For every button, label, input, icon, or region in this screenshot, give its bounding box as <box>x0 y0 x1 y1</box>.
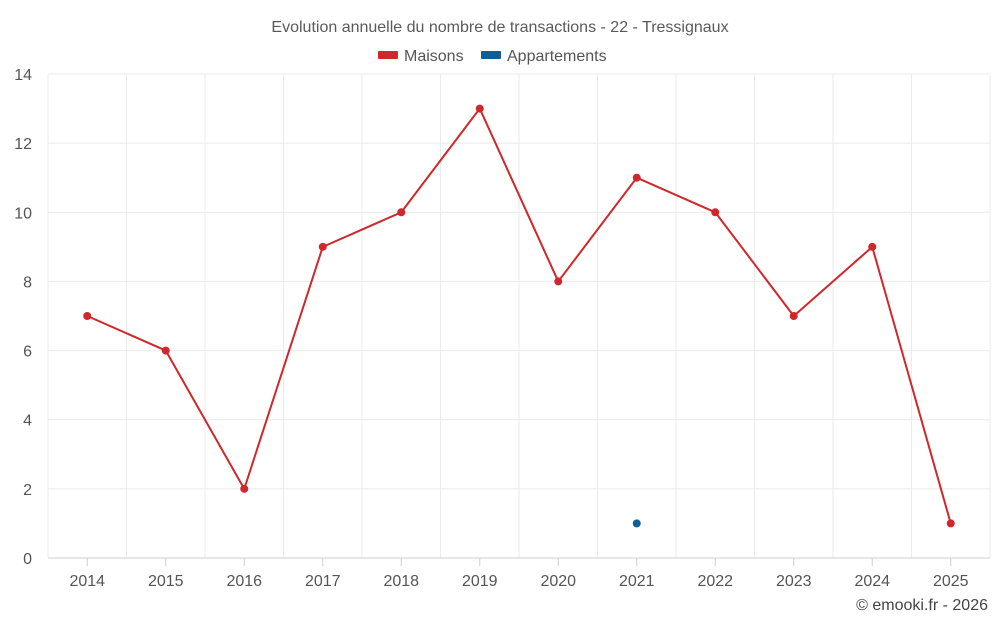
data-point-maisons[interactable] <box>475 104 484 113</box>
data-point-maisons[interactable] <box>711 208 720 217</box>
data-point-maisons[interactable] <box>946 519 955 528</box>
data-point-appartements[interactable] <box>632 519 641 528</box>
y-axis: 0 2 4 6 8 10 12 14 <box>14 67 32 568</box>
data-point-maisons[interactable] <box>240 484 249 493</box>
series-line-maisons <box>86 107 952 524</box>
legend-item-maisons[interactable]: Maisons <box>378 48 464 65</box>
y-tick-label: 8 <box>23 274 32 291</box>
x-tick-label: 2016 <box>226 573 262 590</box>
series <box>83 104 955 528</box>
y-tick-label: 10 <box>14 205 32 222</box>
legend: Maisons Appartements <box>378 48 607 65</box>
x-tick-label: 2023 <box>776 573 812 590</box>
y-tick-label: 12 <box>14 136 32 153</box>
legend-item-appartements[interactable]: Appartements <box>481 48 607 65</box>
data-point-maisons[interactable] <box>161 346 170 355</box>
y-tick-label: 4 <box>23 413 32 430</box>
x-tick-label: 2018 <box>383 573 419 590</box>
y-tick-label: 6 <box>23 344 32 361</box>
x-tick-label: 2015 <box>148 573 184 590</box>
y-tick-label: 14 <box>14 67 32 84</box>
x-axis: 2014 2015 2016 2017 2018 2019 2020 2021 2022 2023… <box>48 557 990 590</box>
data-point-maisons[interactable] <box>397 208 406 217</box>
legend-label-appartements: Appartements <box>507 48 607 65</box>
x-tick-label: 2022 <box>697 573 733 590</box>
legend-swatch-appartements <box>481 51 501 59</box>
data-point-maisons[interactable] <box>83 312 92 320</box>
x-tick-label: 2019 <box>462 573 498 590</box>
credit-text: © emooki.fr - 2026 <box>856 597 988 614</box>
legend-swatch-maisons <box>378 51 398 59</box>
data-point-maisons[interactable] <box>868 242 877 251</box>
data-point-maisons[interactable] <box>632 173 641 182</box>
series-appartements <box>632 519 641 528</box>
data-point-maisons[interactable] <box>318 242 327 251</box>
y-tick-label: 0 <box>23 551 32 568</box>
chart-title: Evolution annuelle du nombre de transact… <box>271 19 728 36</box>
data-point-maisons[interactable] <box>554 277 563 286</box>
x-tick-label: 2020 <box>540 573 576 590</box>
x-tick-label: 2014 <box>69 573 105 590</box>
y-tick-label: 2 <box>23 482 32 499</box>
x-tick-label: 2025 <box>933 573 969 590</box>
grid <box>47 73 991 558</box>
x-tick-label: 2021 <box>619 573 655 590</box>
data-point-maisons[interactable] <box>789 312 798 320</box>
series-maisons <box>83 104 955 528</box>
x-tick-label: 2024 <box>854 573 890 590</box>
x-tick-label: 2017 <box>305 573 341 590</box>
legend-label-maisons: Maisons <box>404 48 464 65</box>
